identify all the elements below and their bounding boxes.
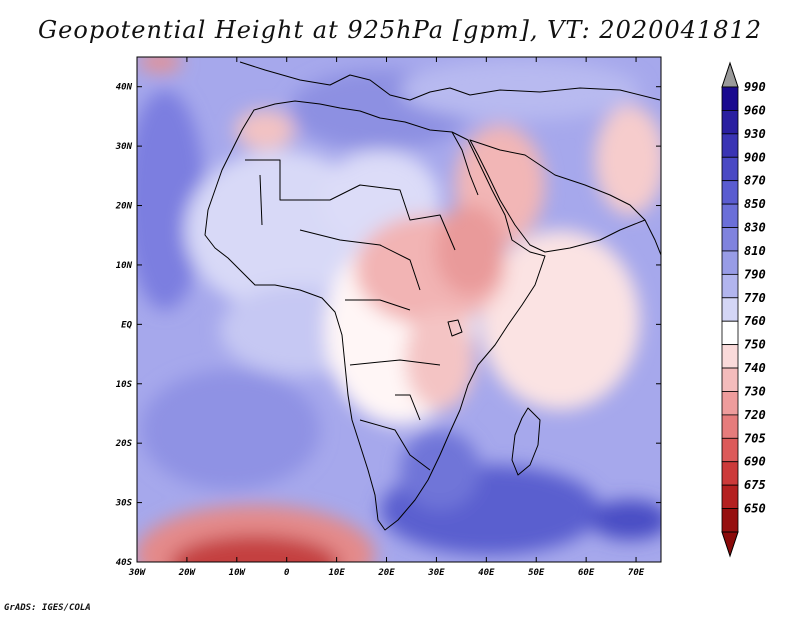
lat-label: 30S <box>115 499 133 509</box>
colorbar-level-label: 770 <box>744 291 766 305</box>
colorbar-swatch <box>721 391 739 416</box>
colorbar-level-label: 870 <box>744 174 766 188</box>
colorbar-level-label: 960 <box>744 103 766 117</box>
lon-label: 20W <box>178 568 197 578</box>
colorbar-level-label: 740 <box>744 361 766 375</box>
colorbar-bottom-arrow <box>721 531 739 558</box>
colorbar: 990 960 930 900 870 850 830 810 790 770 760 750 740 7… <box>721 61 766 558</box>
colorbar-swatch <box>721 320 739 346</box>
colorbar-level-label: 990 <box>744 80 766 94</box>
colorbar-swatch <box>721 110 739 135</box>
colorbar-swatch <box>721 273 739 299</box>
lat-label: 20N <box>115 202 133 212</box>
colorbar-top-arrow <box>721 61 739 88</box>
colorbar-swatch <box>721 156 739 182</box>
lat-label: EQ <box>121 320 132 330</box>
lake-victoria <box>447 319 463 337</box>
colorbar-swatch <box>721 180 739 205</box>
colorbar-swatch <box>721 133 739 158</box>
lat-label: 30N <box>115 142 133 152</box>
lon-label: 30E <box>427 568 445 578</box>
sahara-borders <box>245 159 456 471</box>
lon-label: 20E <box>377 568 395 578</box>
colorbar-swatch <box>721 508 739 533</box>
europe-coastline <box>239 61 661 101</box>
colorbar-level-label: 750 <box>744 338 766 352</box>
colorbar-swatch <box>721 297 739 322</box>
red-sea-border <box>451 131 479 196</box>
africa-coastline <box>204 100 546 531</box>
latitude-axis: 40N 30N 20N 10N EQ 10S 20S 30S 40S <box>115 83 661 568</box>
colorbar-level-label: 810 <box>744 244 766 258</box>
colorbar-swatch <box>721 344 739 369</box>
map-frame <box>136 56 662 563</box>
colorbar-level-label: 730 <box>744 384 766 398</box>
lat-label: 10S <box>116 380 133 390</box>
lon-label: 50E <box>528 568 545 578</box>
lon-label: 70E <box>628 568 645 578</box>
grads-credit: GrADS: IGES/COLA <box>4 603 91 613</box>
colorbar-swatch <box>721 437 739 463</box>
lon-label: 10E <box>328 568 345 578</box>
madagascar-coastline <box>511 407 541 476</box>
colorbar-level-label: 850 <box>744 197 766 211</box>
colorbar-level-label: 760 <box>744 314 766 328</box>
colorbar-swatch <box>721 203 739 228</box>
colorbar-swatch <box>721 227 739 252</box>
lat-label: 40S <box>116 558 133 568</box>
colorbar-swatch <box>721 86 739 111</box>
colorbar-swatch <box>721 414 739 439</box>
arabia-coastline <box>469 139 646 253</box>
lon-label: 40E <box>478 568 495 578</box>
colorbar-level-label: 930 <box>744 127 766 141</box>
colorbar-level-label: 790 <box>744 267 766 281</box>
longitude-axis: 30W 20W 10W 0 10E 20E 30E 40E 50E 60E 70E <box>128 57 645 578</box>
colorbar-level-label: 900 <box>744 150 766 164</box>
colorbar-swatch <box>721 484 739 509</box>
colorbar-level-label: 720 <box>744 408 766 422</box>
colorbar-level-label: 830 <box>744 221 766 235</box>
lat-label: 10N <box>116 261 133 271</box>
colorbar-level-label: 650 <box>744 502 766 516</box>
lon-label: 60E <box>578 568 595 578</box>
colorbar-swatch <box>721 250 739 275</box>
lon-label: 30W <box>128 568 147 578</box>
colorbar-swatch <box>721 367 739 392</box>
colorbar-level-label: 675 <box>744 478 766 492</box>
lon-label: 0 <box>284 568 290 578</box>
map-title: Geopotential Height at 925hPa [gpm], VT:… <box>38 16 762 44</box>
lat-label: 20S <box>115 439 133 449</box>
india-coastline <box>644 219 661 256</box>
coastlines <box>204 61 661 531</box>
colorbar-swatch <box>721 461 739 486</box>
colorbar-level-label: 705 <box>744 431 766 445</box>
lon-label: 10W <box>229 568 247 578</box>
colorbar-level-label: 690 <box>744 455 766 469</box>
height-field-shading <box>137 57 661 562</box>
lat-label: 40N <box>116 83 133 93</box>
